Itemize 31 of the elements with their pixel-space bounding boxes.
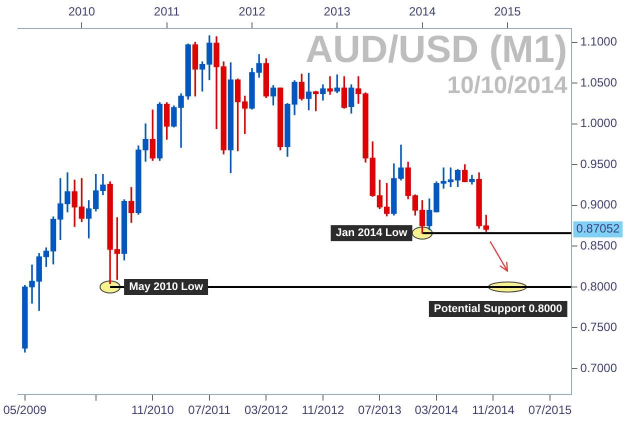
y-tick-label: 0.7500 [580, 320, 618, 334]
y-tick-label: 1.0500 [580, 75, 618, 90]
x2-tick-label: 2010 [68, 4, 96, 19]
x-tick-label: 07/2011 [188, 403, 231, 418]
x-tick-label: 07/2013 [358, 403, 402, 418]
text: 10/10/2014 [447, 72, 568, 100]
text: 0.87052 [576, 222, 620, 236]
x2-tick-label: 2011 [154, 4, 180, 19]
x2-tick-label: 2012 [238, 4, 266, 19]
y-tick-label: 1.1000 [580, 34, 618, 49]
y-tick-label: 1.0000 [580, 116, 618, 130]
x-tick-label: 11/2010 [131, 403, 174, 418]
x-tick-label: 11/2012 [302, 403, 345, 418]
annotation: Potential Support 0.8000 [434, 302, 562, 315]
x-tick-label: 03/2012 [244, 403, 288, 418]
y-tick-label: 0.8000 [580, 279, 618, 294]
x-tick-label: 05/2009 [3, 403, 47, 418]
chart-title: AUD/USD (M1) [306, 28, 568, 71]
candlestick [327, 76, 333, 95]
y-tick-label: 0.7000 [580, 360, 618, 375]
y-tick-label: 0.8500 [580, 238, 618, 252]
x-tick-label: 11/2014 [472, 403, 515, 418]
y-tick-label: 0.9000 [580, 198, 618, 212]
x-tick-label: 07/2015 [528, 403, 572, 418]
ref-line-label: Jan 2014 Low [336, 227, 408, 240]
x2-tick-label: 2015 [494, 4, 522, 19]
ref-line-label: May 2010 Low [129, 280, 204, 293]
y-tick-label: 0.9500 [580, 156, 618, 171]
x-tick-label: 03/2014 [414, 403, 458, 418]
x2-tick-label: 2013 [324, 4, 351, 19]
x2-tick-label: 2014 [408, 4, 436, 19]
